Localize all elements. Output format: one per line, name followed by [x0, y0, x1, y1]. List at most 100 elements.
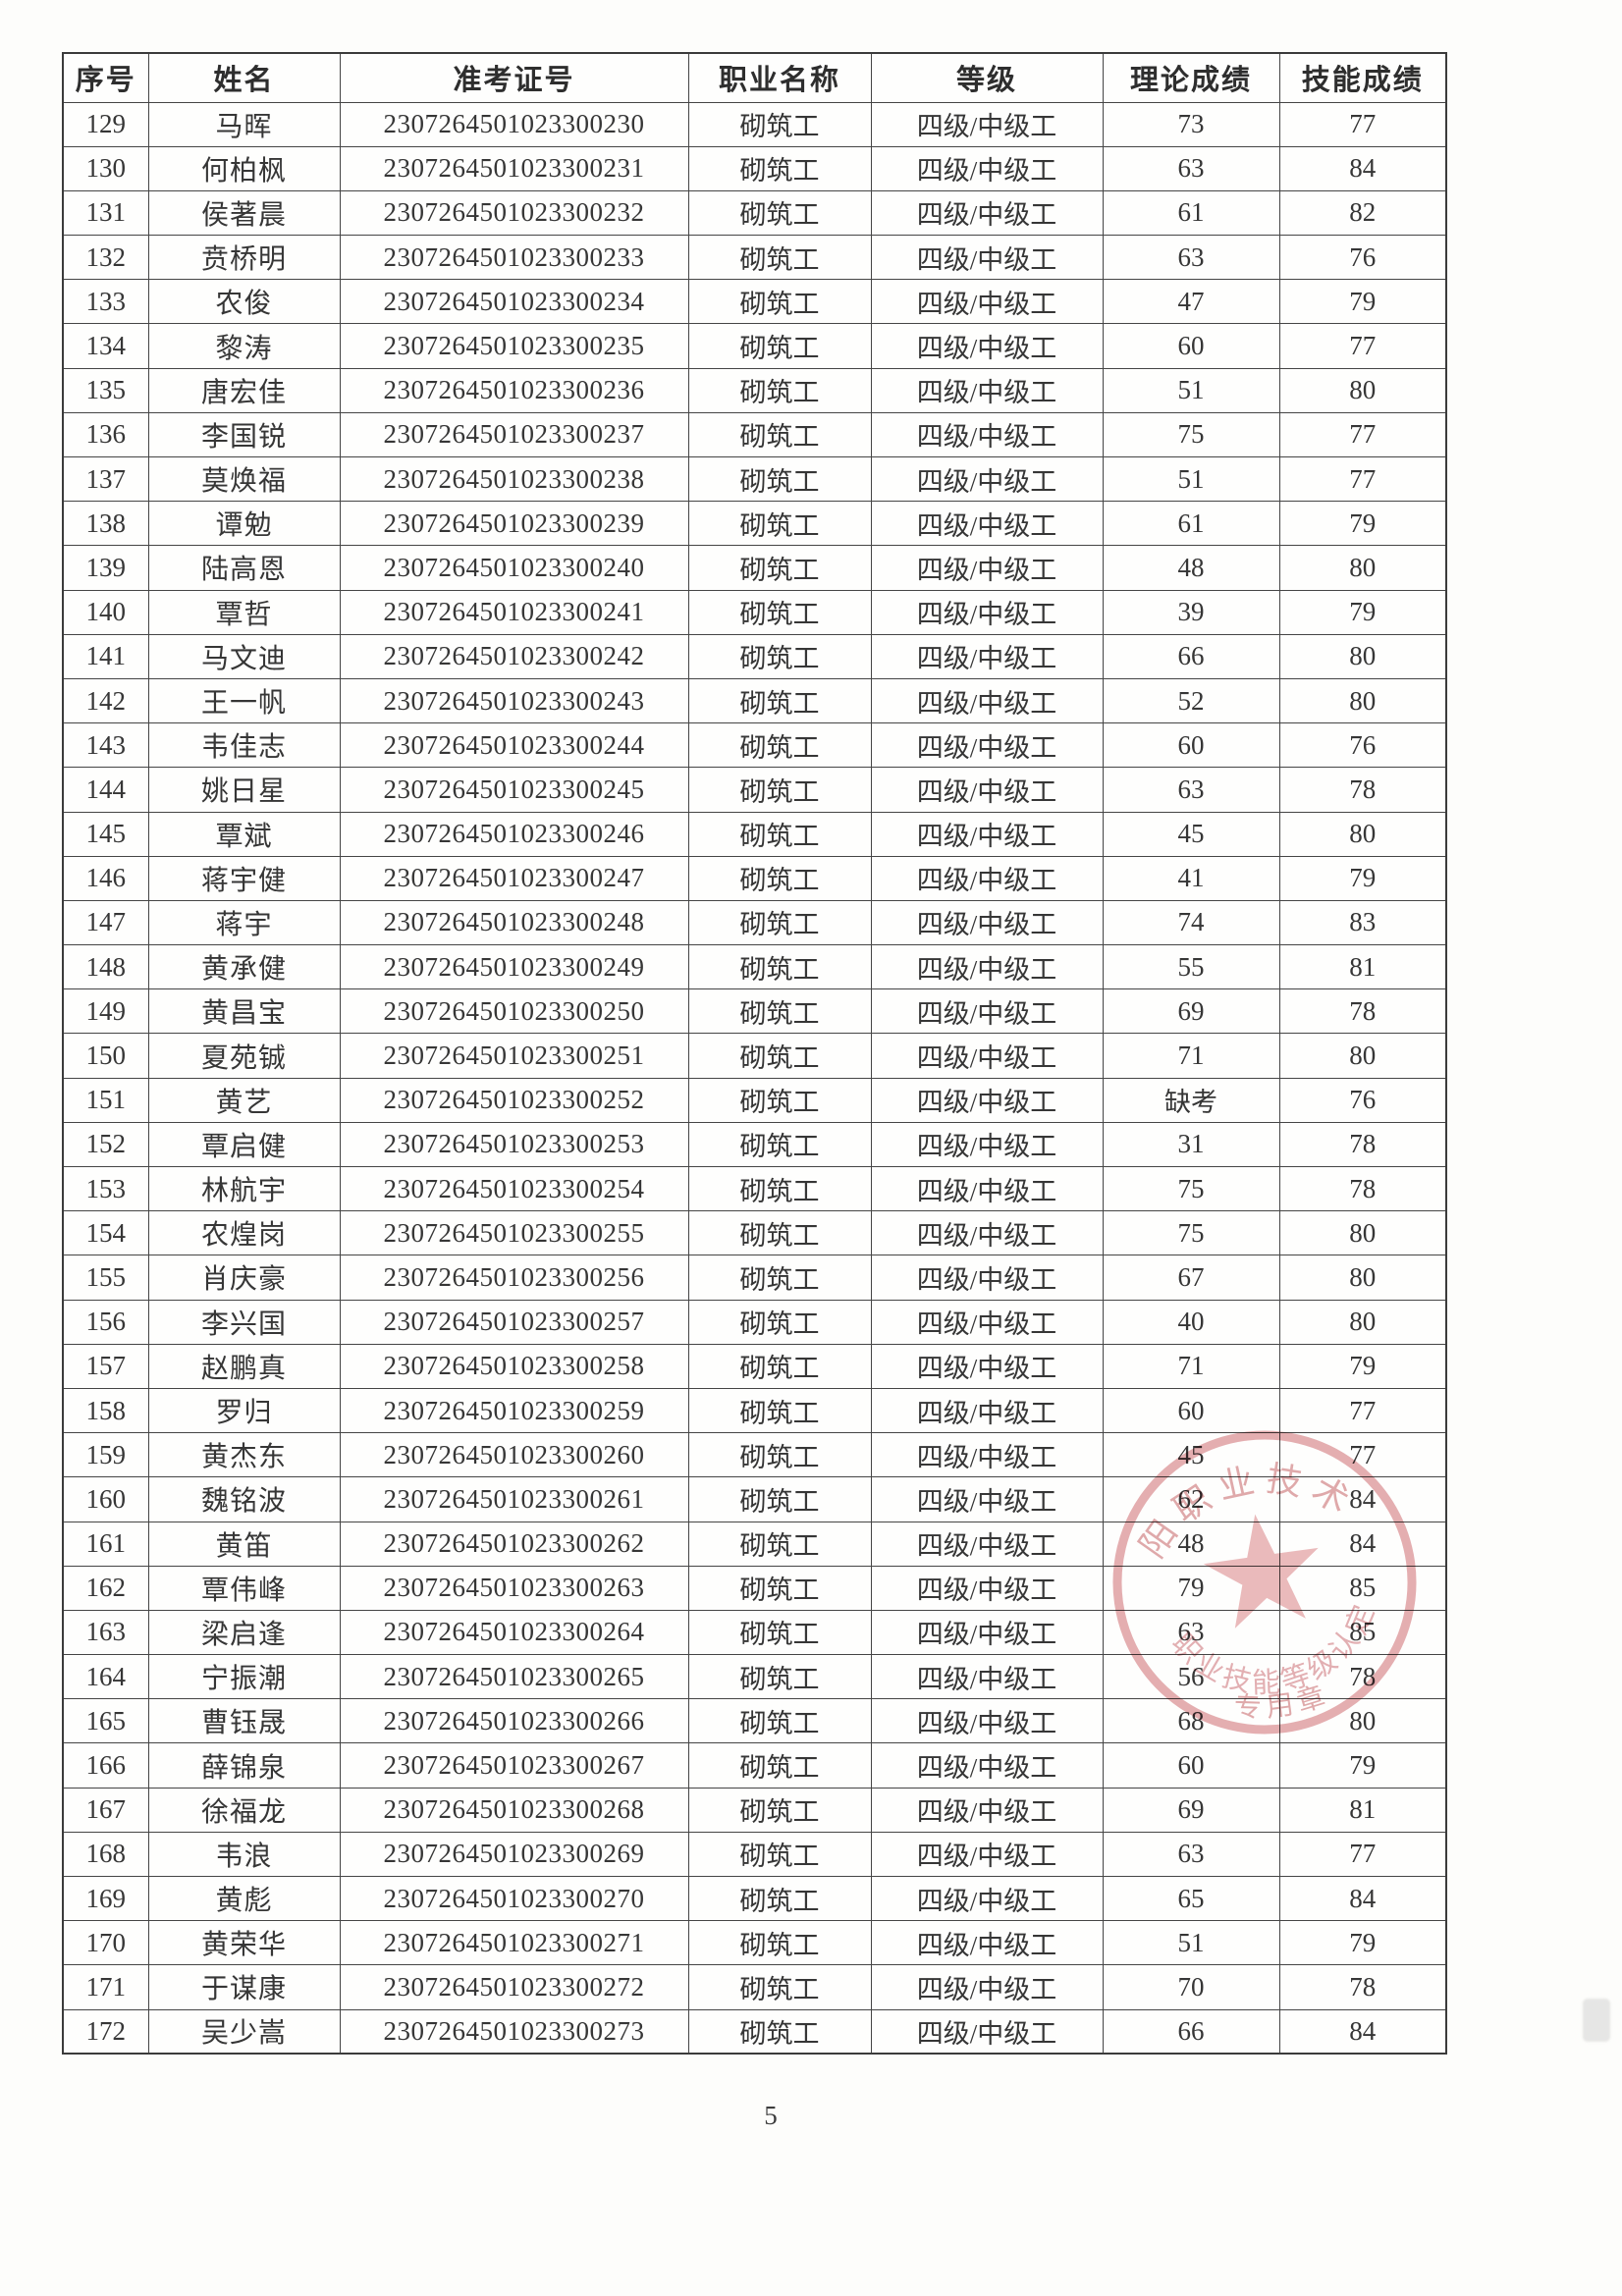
table-row: 168 韦浪 2307264501023300269 砌筑工 四级/中级工 63 77: [62, 1831, 1447, 1878]
table-row: 163 梁启逢 2307264501023300264 砌筑工 四级/中级工 63 85: [62, 1609, 1447, 1656]
table-cell: 158: [62, 1387, 149, 1434]
table-cell: 75: [1102, 411, 1280, 458]
table-cell: 砌筑工: [687, 1121, 872, 1168]
table-cell: 砌筑工: [687, 1343, 872, 1389]
table-cell: 黄昌宝: [147, 988, 341, 1035]
table-cell: 四级/中级工: [870, 1565, 1104, 1611]
table-cell: 71: [1102, 1033, 1280, 1079]
results-table: 序号 姓名 准考证号 职业名称 等级 理论成绩 技能成绩 129 马晖 230726450102…: [62, 52, 1447, 2056]
table-cell: 52: [1102, 677, 1280, 724]
table-cell: 2307264501023300257: [339, 1299, 689, 1345]
table-cell: 2307264501023300234: [339, 279, 689, 325]
table-cell: 78: [1278, 1121, 1447, 1168]
table-cell: 砌筑工: [687, 189, 872, 237]
table-row: 139 陆高恩 2307264501023300240 砌筑工 四级/中级工 48 80: [62, 545, 1447, 591]
table-cell: 四级/中级工: [870, 677, 1104, 724]
table-cell: 133: [62, 279, 149, 325]
table-row: 169 黄彪 2307264501023300270 砌筑工 四级/中级工 65 84: [62, 1875, 1447, 1922]
table-cell: 141: [62, 633, 149, 679]
table-cell: 62: [1102, 1476, 1280, 1522]
table-row: 172 吴少嵩 2307264501023300273 砌筑工 四级/中级工 66 84: [62, 2008, 1447, 2055]
table-cell: 76: [1278, 722, 1447, 769]
table-cell: 60: [1102, 1742, 1280, 1789]
table-cell: 四级/中级工: [870, 1742, 1104, 1789]
table-cell: 80: [1278, 367, 1447, 413]
table-cell: 77: [1278, 455, 1447, 503]
table-cell: 砌筑工: [687, 1210, 872, 1256]
table-cell: 砌筑工: [687, 1255, 872, 1301]
table-row: 157 赵鹏真 2307264501023300258 砌筑工 四级/中级工 71 79: [62, 1343, 1447, 1389]
table-cell: 四级/中级工: [870, 1787, 1104, 1833]
table-cell: 覃斌: [147, 811, 341, 857]
table-cell: 黄承健: [147, 944, 341, 990]
table-cell: 74: [1102, 899, 1280, 946]
table-cell: 2307264501023300254: [339, 1165, 689, 1212]
table-cell: 李国锐: [147, 411, 341, 458]
table-cell: 69: [1102, 1787, 1280, 1833]
table-row: 129 马晖 2307264501023300230 砌筑工 四级/中级工 73 77: [62, 101, 1447, 147]
table-cell: 2307264501023300258: [339, 1343, 689, 1389]
table-cell: 163: [62, 1609, 149, 1656]
table-cell: 2307264501023300237: [339, 411, 689, 458]
table-cell: 159: [62, 1432, 149, 1478]
table-cell: 砌筑工: [687, 1964, 872, 2010]
table-cell: 四级/中级工: [870, 1077, 1104, 1123]
table-row: 138 谭勉 2307264501023300239 砌筑工 四级/中级工 61 79: [62, 501, 1447, 547]
table-row: 140 覃哲 2307264501023300241 砌筑工 四级/中级工 39 79: [62, 589, 1447, 635]
table-cell: 夏苑铖: [147, 1033, 341, 1079]
table-cell: 四级/中级工: [870, 1121, 1104, 1168]
table-cell: 砌筑工: [687, 1432, 872, 1478]
table-cell: 45: [1102, 811, 1280, 857]
table-cell: 2307264501023300232: [339, 189, 689, 237]
table-cell: 168: [62, 1831, 149, 1878]
table-cell: 覃伟峰: [147, 1565, 341, 1611]
table-row: 155 肖庆豪 2307264501023300256 砌筑工 四级/中级工 67 80: [62, 1255, 1447, 1301]
table-cell: 四级/中级工: [870, 501, 1104, 547]
table-cell: 71: [1102, 1343, 1280, 1389]
table-cell: 于谋康: [147, 1964, 341, 2010]
table-cell: 四级/中级工: [870, 1831, 1104, 1878]
table-cell: 75: [1102, 1165, 1280, 1212]
table-row: 159 黄杰东 2307264501023300260 砌筑工 四级/中级工 45 77: [62, 1432, 1447, 1478]
table-cell: 84: [1278, 145, 1447, 191]
table-cell: 四级/中级工: [870, 1875, 1104, 1922]
table-cell: 四级/中级工: [870, 1299, 1104, 1345]
table-cell: 2307264501023300233: [339, 235, 689, 281]
table-cell: 167: [62, 1787, 149, 1833]
table-cell: 四级/中级工: [870, 1920, 1104, 1966]
table-cell: 56: [1102, 1654, 1280, 1700]
table-cell: 四级/中级工: [870, 1521, 1104, 1567]
table-cell: 蒋宇健: [147, 855, 341, 901]
table-cell: 砌筑工: [687, 944, 872, 990]
table-cell: 砌筑工: [687, 501, 872, 547]
table-cell: 73: [1102, 101, 1280, 147]
table-cell: 四级/中级工: [870, 1210, 1104, 1256]
table-cell: 韦浪: [147, 1831, 341, 1878]
table-cell: 砌筑工: [687, 589, 872, 635]
table-cell: 48: [1102, 1521, 1280, 1567]
table-cell: 84: [1278, 2008, 1447, 2055]
table-cell: 曹钰晟: [147, 1698, 341, 1744]
table-cell: 薛锦泉: [147, 1742, 341, 1789]
table-cell: 砌筑工: [687, 1920, 872, 1966]
table-cell: 78: [1278, 1654, 1447, 1700]
table-cell: 78: [1278, 1964, 1447, 2010]
table-cell: 2307264501023300230: [339, 101, 689, 147]
table-cell: 60: [1102, 722, 1280, 769]
table-cell: 80: [1278, 1255, 1447, 1301]
table-cell: 76: [1278, 235, 1447, 281]
table-cell: 吴少嵩: [147, 2008, 341, 2055]
table-cell: 140: [62, 589, 149, 635]
table-cell: 砌筑工: [687, 455, 872, 503]
table-cell: 2307264501023300273: [339, 2008, 689, 2055]
table-cell: 63: [1102, 767, 1280, 813]
table-cell: 梁启逢: [147, 1609, 341, 1656]
table-cell: 砌筑工: [687, 1654, 872, 1700]
table-cell: 王一帆: [147, 677, 341, 724]
table-cell: 2307264501023300259: [339, 1387, 689, 1434]
table-cell: 2307264501023300246: [339, 811, 689, 857]
table-cell: 51: [1102, 455, 1280, 503]
table-cell: 78: [1278, 1165, 1447, 1212]
table-row: 152 覃启健 2307264501023300253 砌筑工 四级/中级工 31 78: [62, 1121, 1447, 1168]
table-cell: 砌筑工: [687, 811, 872, 857]
